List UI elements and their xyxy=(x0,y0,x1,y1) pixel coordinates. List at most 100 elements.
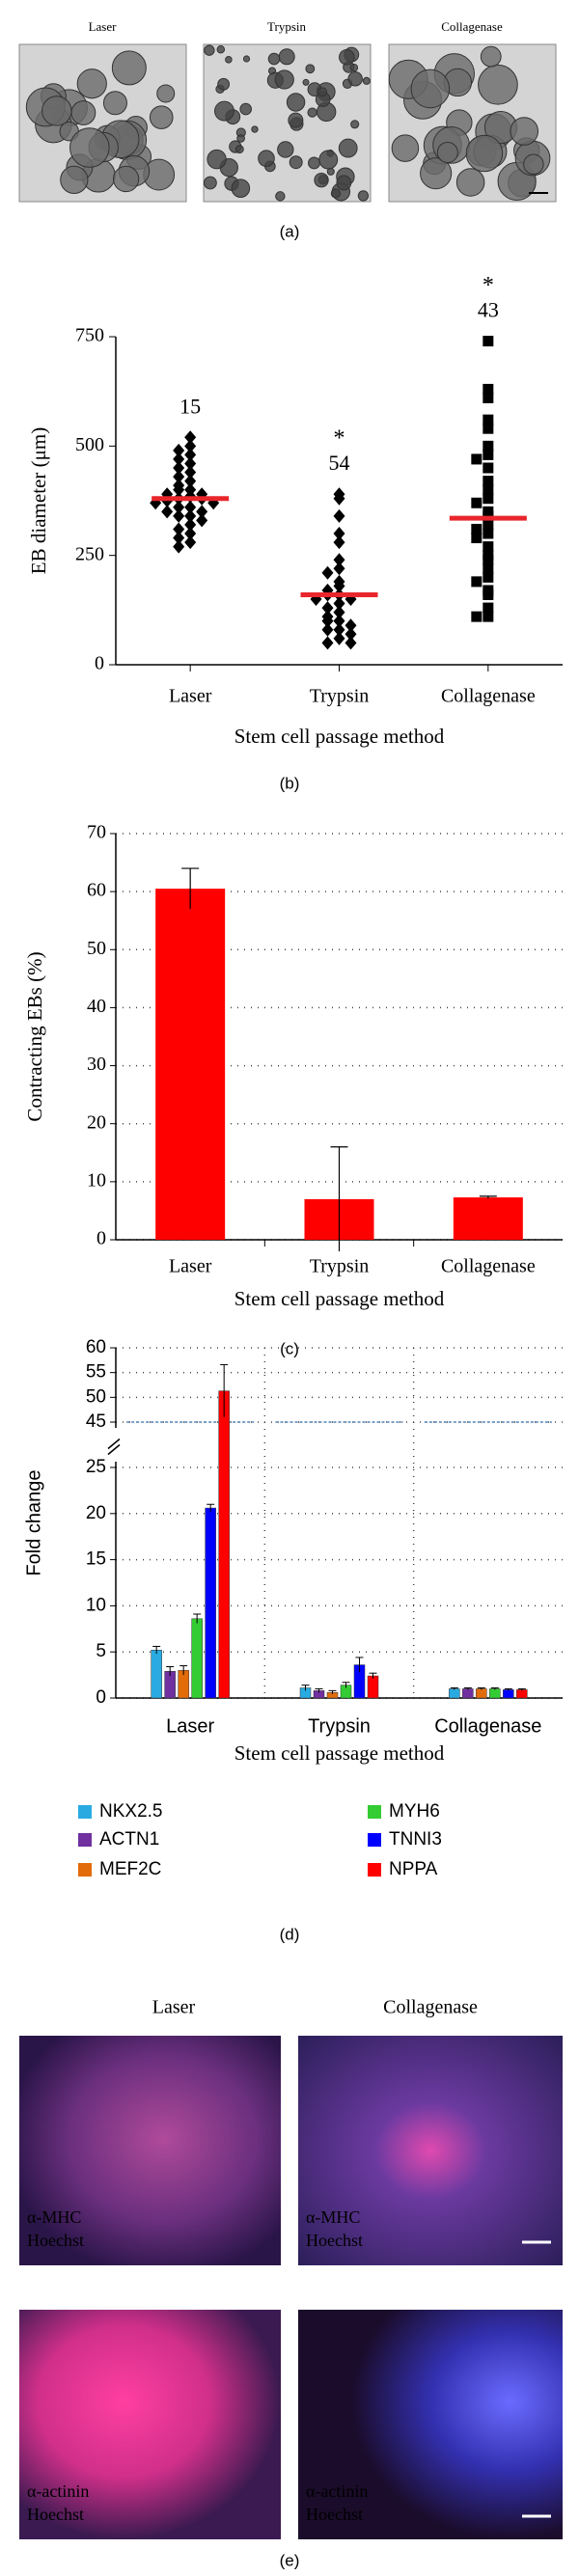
data-point xyxy=(184,448,197,462)
data-point xyxy=(184,508,197,523)
y-tick-label: 60 xyxy=(87,880,106,901)
data-point xyxy=(173,531,185,545)
data-point xyxy=(482,484,494,496)
bar xyxy=(476,1688,487,1699)
data-point xyxy=(482,392,494,403)
embryoid-body xyxy=(308,156,320,170)
embryoid-body xyxy=(302,78,310,86)
n-label: 43 xyxy=(478,298,499,322)
stain-label: α-MHC xyxy=(27,2207,81,2227)
data-point xyxy=(482,449,494,460)
embryoid-body xyxy=(330,188,341,199)
data-point xyxy=(345,618,357,633)
panel-label: (b) xyxy=(280,774,300,792)
data-point xyxy=(482,423,494,434)
y-tick-label: 250 xyxy=(75,543,104,564)
data-point xyxy=(471,611,482,622)
image-label: Collagenase xyxy=(441,19,503,34)
embryoid-body xyxy=(305,64,316,74)
significance: * xyxy=(482,273,494,298)
x-tick-label: Collagenase xyxy=(441,686,536,707)
data-point xyxy=(173,470,185,484)
data-point xyxy=(173,522,185,536)
data-point xyxy=(173,482,185,497)
embryoid-body xyxy=(70,100,96,125)
data-point xyxy=(184,465,197,480)
x-tick-label: Trypsin xyxy=(310,1256,370,1277)
embryoid-body xyxy=(288,112,304,128)
data-point xyxy=(184,456,197,471)
embryoid-body xyxy=(436,141,458,164)
legend-label: TNNI3 xyxy=(389,1829,442,1850)
x-axis-title: Stem cell passage method xyxy=(234,725,445,748)
x-tick-label: Trypsin xyxy=(310,686,370,707)
panel-label: (e) xyxy=(280,2551,300,2569)
embryoid-body xyxy=(214,100,234,122)
embryoid-body xyxy=(102,91,127,116)
y-tick-label: 60 xyxy=(86,1337,106,1357)
data-point xyxy=(333,605,345,619)
legend-swatch xyxy=(78,1863,92,1877)
x-tick-label: Laser xyxy=(166,1715,214,1737)
data-point xyxy=(184,535,197,550)
embryoid-body xyxy=(350,120,360,129)
data-point xyxy=(345,636,357,650)
data-point xyxy=(482,602,494,614)
data-point xyxy=(173,500,185,514)
n-label: 54 xyxy=(329,451,350,475)
embryoid-body xyxy=(41,96,72,126)
y-tick-label: 5 xyxy=(96,1641,106,1661)
bar xyxy=(205,1507,216,1699)
y-tick-label: 50 xyxy=(86,1386,106,1407)
embryoid-body xyxy=(336,175,352,191)
data-point xyxy=(482,476,494,487)
y-tick-label: 500 xyxy=(75,434,104,455)
legend-label: MYH6 xyxy=(389,1801,440,1822)
embryoid-body xyxy=(362,76,371,85)
data-point xyxy=(196,505,208,519)
x-tick-label: Laser xyxy=(169,1256,212,1277)
data-point xyxy=(184,430,197,445)
y-tick-label: 25 xyxy=(86,1457,106,1477)
embryoid-body xyxy=(307,107,317,118)
embryoid-body xyxy=(251,125,259,133)
data-point xyxy=(471,523,482,534)
bar xyxy=(367,1675,379,1699)
data-point xyxy=(333,508,345,523)
data-point xyxy=(471,453,482,465)
stain-label: Hoechst xyxy=(306,2231,363,2250)
embryoid-body xyxy=(234,145,244,154)
y-axis-title: Contracting EBs (%) xyxy=(23,951,46,1121)
embryoid-body xyxy=(357,190,370,202)
legend-label: NPPA xyxy=(389,1859,438,1879)
data-point xyxy=(333,535,345,550)
data-point xyxy=(333,579,345,593)
data-point xyxy=(173,443,185,457)
embryoid-body xyxy=(275,191,286,202)
embryoid-body xyxy=(347,71,363,87)
significance: * xyxy=(334,426,345,452)
column-label: Laser xyxy=(152,1997,196,2018)
bar xyxy=(489,1688,501,1699)
y-tick-label: 15 xyxy=(86,1549,106,1570)
data-point xyxy=(184,474,197,488)
y-tick-label: 45 xyxy=(86,1411,106,1432)
embryoid-body xyxy=(204,44,215,56)
bar xyxy=(218,1390,230,1699)
y-tick-label: 20 xyxy=(86,1503,106,1523)
panel-label: (d) xyxy=(280,1925,300,1943)
data-point xyxy=(482,589,494,600)
embryoid-body xyxy=(69,127,110,168)
data-point xyxy=(482,541,494,553)
bar xyxy=(462,1688,474,1699)
bar xyxy=(151,1650,162,1699)
embryoid-body xyxy=(207,149,227,170)
y-tick-label: 40 xyxy=(87,996,106,1017)
image-label: Trypsin xyxy=(267,19,306,34)
data-point xyxy=(482,562,494,574)
legend-swatch xyxy=(78,1833,92,1847)
embryoid-body xyxy=(277,141,294,158)
fluorescence-image xyxy=(19,2036,281,2265)
data-point xyxy=(482,611,494,622)
